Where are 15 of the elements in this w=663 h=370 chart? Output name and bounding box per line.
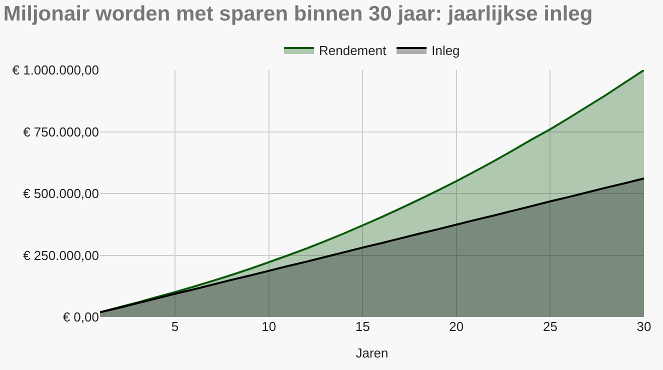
x-tick-label: 25 <box>542 319 558 334</box>
y-tick-label: € 250.000,00 <box>23 248 99 263</box>
y-tick-label: € 500.000,00 <box>23 186 99 202</box>
x-tick-label: 20 <box>449 319 464 334</box>
legend-label: Rendement <box>319 43 387 58</box>
x-tick-label: 30 <box>636 319 652 334</box>
y-tick-label: € 0,00 <box>62 310 99 325</box>
legend-label: Inleg <box>432 43 460 58</box>
x-tick-label: 15 <box>355 319 370 334</box>
x-tick-label: 5 <box>171 319 179 334</box>
x-axis-title: Jaren <box>356 346 388 361</box>
x-tick-label: 10 <box>262 319 276 334</box>
y-tick-label: € 750.000,00 <box>23 124 99 140</box>
y-tick-label: € 1.000.000,00 <box>12 62 99 78</box>
chart-title: Miljonair worden met sparen binnen 30 jaar: jaarlijkse inleg <box>3 2 593 26</box>
